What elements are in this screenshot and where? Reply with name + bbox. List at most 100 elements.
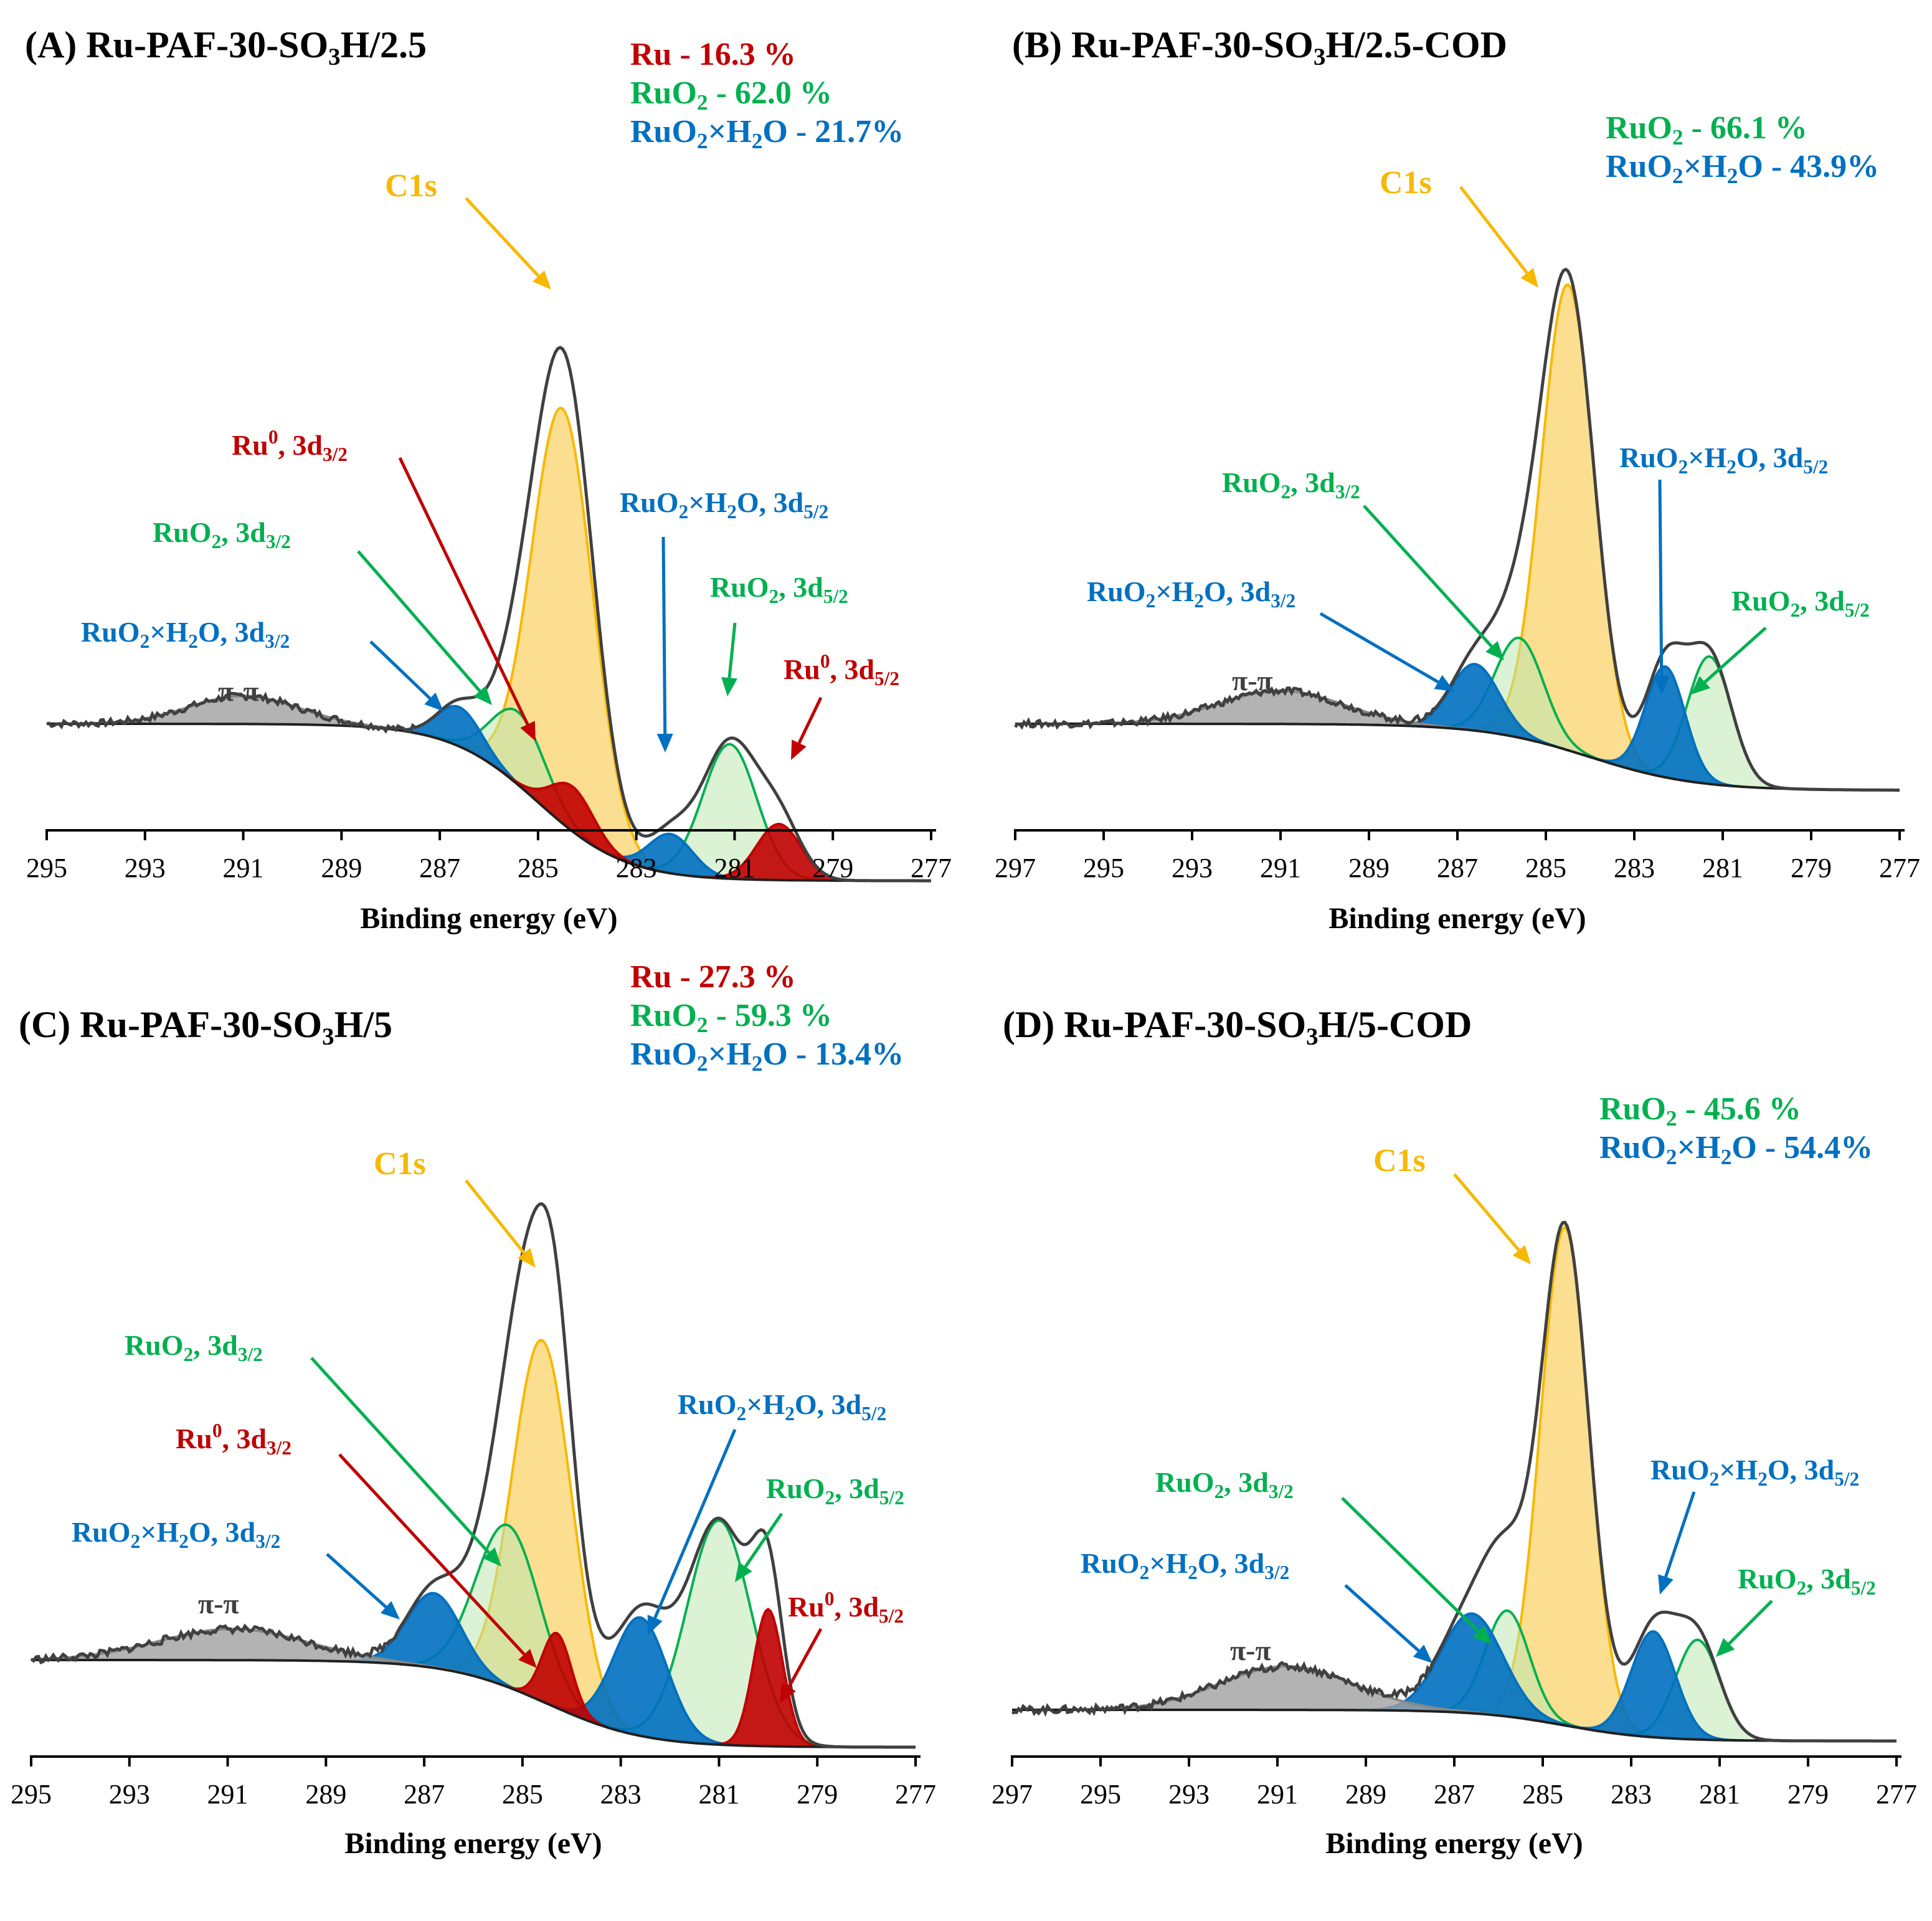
composition-0: Ru - 27.3 % — [630, 959, 796, 995]
x-tick-label: 293 — [1168, 1779, 1210, 1810]
label-pipi: π-π — [1232, 665, 1273, 696]
x-tick-label: 291 — [223, 853, 264, 883]
arrow-ruo2h2o-52 — [647, 1429, 737, 1635]
x-axis: 297 295 293 291 289 287 285 283 281 279 277 — [995, 829, 1920, 883]
composition-0: Ru - 16.3 % — [630, 37, 796, 72]
composition-1: RuO2×H2O - 43.9% — [1606, 149, 1879, 188]
c1s-label: C1s — [1373, 1143, 1426, 1179]
arrow-ruo2h2o-32 — [1319, 612, 1454, 691]
x-tick-label: 291 — [1257, 1779, 1298, 1810]
x-axis: 297 295 293 291 289 287 285 283 281 279 277 — [992, 1755, 1917, 1810]
label-ru0-32: Ru0, 3d3/2 — [232, 426, 348, 465]
x-tick-label: 287 — [1437, 853, 1478, 883]
x-tick-label: 287 — [404, 1779, 445, 1810]
arrow-ru0-52 — [791, 696, 823, 760]
component-area-ru0-3d5-2 — [688, 823, 870, 881]
arrow-ruo2-52 — [721, 622, 737, 696]
x-tick-label: 281 — [698, 1779, 739, 1810]
component-area-ruo2-3d3-2 — [1418, 638, 1621, 767]
label-ru0-52: Ru0, 3d5/2 — [788, 1588, 904, 1627]
component-area-ruo2-h2o-3d3-2 — [321, 1593, 547, 1704]
x-tick-label: 279 — [797, 1779, 838, 1810]
background-line — [1012, 1709, 1896, 1742]
x-tick-label: 289 — [1345, 1779, 1386, 1810]
background-line — [1015, 723, 1900, 792]
label-ruo2-32: RuO2, 3d3/2 — [1155, 1466, 1294, 1502]
x-tick-label: 281 — [1699, 1779, 1740, 1810]
panel-a: 295 293 291 289 287 285 283 281 279 277 Binding en… — [25, 24, 952, 935]
arrow-ruo2-52 — [1716, 1600, 1773, 1657]
arrow-ruo2-32 — [310, 1357, 501, 1567]
arrow-ruo2h2o-52 — [1658, 1491, 1696, 1595]
envelope-line — [1011, 1220, 1896, 1743]
panel-title: (D) Ru-PAF-30-SO3H/5-COD — [1003, 1004, 1472, 1050]
x-tick-label: 289 — [305, 1779, 346, 1810]
component-area-- — [1021, 690, 1540, 742]
background-line — [47, 723, 931, 882]
x-tick-label: 291 — [1260, 853, 1301, 883]
c1s-arrow — [1453, 1173, 1531, 1264]
component-area-ruo2-h2o-3d3-2 — [1373, 664, 1577, 753]
arrow-ruo2-32 — [1363, 505, 1504, 660]
x-tick-label: 279 — [812, 853, 853, 883]
x-axis: 295 293 291 289 287 285 283 281 279 277 — [26, 829, 952, 883]
panel-d: 297 295 293 291 289 287 285 283 281 279 277 Binding… — [992, 1004, 1917, 1860]
label-ruo2-32: RuO2, 3d3/2 — [1222, 467, 1360, 503]
composition-2: RuO2×H2O - 13.4% — [630, 1036, 904, 1076]
composition-1: RuO2 - 62.0 % — [630, 75, 832, 115]
arrow-ruo2-32 — [357, 550, 492, 705]
component-line-ruo2-h2o-3d5-2 — [1562, 1629, 1745, 1742]
arrow-ru0-52 — [780, 1628, 823, 1704]
x-axis-label: Binding energy (eV) — [344, 1827, 602, 1860]
c1s-arrow — [1459, 186, 1538, 288]
component-line-ru0-3d3-2 — [495, 1631, 619, 1732]
composition-0: RuO2 - 66.1 % — [1606, 110, 1807, 149]
component-area-- — [31, 1629, 542, 1702]
arrow-ruo2h2o-52 — [656, 536, 673, 752]
x-axis-label: Binding energy (eV) — [1328, 902, 1586, 935]
label-ruo2h2o-32: RuO2×H2O, 3d3/2 — [1081, 1547, 1289, 1583]
x-tick-label: 297 — [992, 1779, 1033, 1810]
x-tick-label: 281 — [1702, 853, 1743, 883]
x-tick-label: 293 — [1172, 853, 1213, 883]
x-axis-label: Binding energy (eV) — [360, 902, 617, 935]
x-tick-label: 285 — [1525, 853, 1566, 883]
composition-1: RuO2×H2O - 54.4% — [1599, 1130, 1873, 1169]
component-area-ruo2-3d5-2 — [1616, 656, 1801, 789]
c1s-label: C1s — [385, 168, 437, 204]
envelope-line — [46, 346, 931, 883]
x-tick-label: 289 — [1348, 853, 1390, 883]
arrow-ruo2h2o-32 — [326, 1553, 400, 1620]
c1s-label: C1s — [374, 1146, 426, 1182]
component-area-ruo2-3d5-2 — [617, 744, 843, 881]
component-area-ru0-3d5-2 — [706, 1609, 830, 1747]
x-tick-label: 283 — [600, 1779, 642, 1810]
label-ruo2h2o-52: RuO2×H2O, 3d5/2 — [620, 486, 828, 523]
x-tick-label: 281 — [714, 853, 755, 883]
x-axis: 295 293 291 289 287 285 283 281 279 277 — [11, 1755, 936, 1810]
label-ruo2-52: RuO2, 3d5/2 — [1738, 1563, 1876, 1599]
x-tick-label: 295 — [11, 1779, 52, 1810]
x-tick-label: 279 — [1788, 1779, 1829, 1810]
x-tick-label: 287 — [419, 853, 460, 883]
arrow-ru0-32 — [398, 457, 536, 741]
panel-b: 297 295 293 291 289 287 285 283 281 279 277 Binding… — [995, 24, 1920, 935]
label-ruo2h2o-52: RuO2×H2O, 3d5/2 — [1650, 1454, 1859, 1490]
c1s-arrow — [465, 1179, 536, 1268]
panel-c: 295 293 291 289 287 285 283 281 279 277 Binding en… — [11, 959, 936, 1860]
x-tick-label: 277 — [911, 853, 952, 883]
component-area-ruo2-h2o-3d5-2 — [1562, 1631, 1745, 1741]
label-ruo2h2o-32: RuO2×H2O, 3d3/2 — [1087, 576, 1295, 612]
arrow-ruo2-52 — [735, 1512, 784, 1582]
component-area-ru0-3d3-2 — [481, 757, 664, 872]
component-area-ruo2-h2o-3d5-2 — [579, 833, 762, 880]
x-tick-label: 293 — [125, 853, 166, 883]
x-tick-label: 279 — [1791, 853, 1832, 883]
component-area-ruo2-h2o-3d5-2 — [1583, 666, 1748, 787]
x-tick-label: 287 — [1434, 1779, 1475, 1810]
label-ruo2h2o-32: RuO2×H2O, 3d3/2 — [72, 1516, 280, 1552]
x-tick-label: 285 — [1522, 1779, 1563, 1810]
x-tick-label: 285 — [518, 853, 559, 883]
label-ru0-32: Ru0, 3d3/2 — [176, 1420, 291, 1459]
label-ruo2h2o-52: RuO2×H2O, 3d5/2 — [678, 1388, 886, 1425]
